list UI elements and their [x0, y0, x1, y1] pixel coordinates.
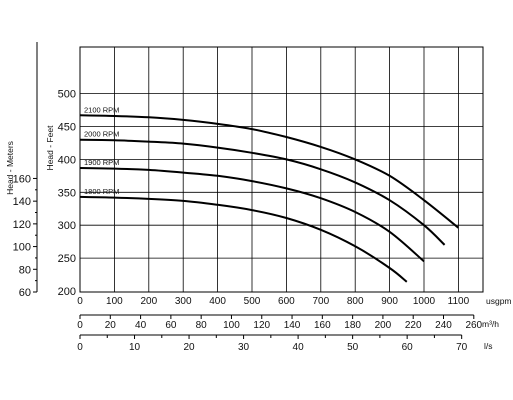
secondary-axis-tick-label: 20: [183, 342, 195, 353]
feet-tick-label: 500: [58, 89, 76, 101]
series-label: 2000 RPM: [84, 130, 119, 139]
meters-tick-label: 140: [13, 196, 31, 208]
x-tick-label: 1000: [413, 296, 436, 307]
x-tick-label: 400: [209, 296, 226, 307]
secondary-axis-tick-label: 160: [314, 320, 331, 331]
secondary-axis-tick-label: 0: [77, 320, 83, 331]
grid: [80, 47, 483, 292]
x-tick-label: 600: [278, 296, 295, 307]
x-tick-label: 700: [312, 296, 329, 307]
meters-tick-label: 160: [13, 173, 31, 185]
secondary-axis-tick-label: 180: [344, 320, 361, 331]
series-line: [79, 138, 446, 246]
x-tick-label: 800: [347, 296, 364, 307]
secondary-axis-tick-label: 220: [405, 320, 422, 331]
secondary-axis-tick-label: 140: [284, 320, 301, 331]
feet-tick-label: 300: [58, 220, 76, 232]
x-axis-unit: usgpm: [486, 296, 512, 306]
secondary-axis-tick-label: 60: [402, 342, 414, 353]
secondary-axis-tick-label: 40: [293, 342, 305, 353]
x-tick-label: 100: [106, 296, 123, 307]
secondary-axis-tick-label: 50: [347, 342, 359, 353]
x-tick-label: 500: [244, 296, 261, 307]
secondary-axis-tick-label: 80: [196, 320, 208, 331]
feet-axis-title: Head - Feet: [45, 125, 55, 171]
series-label: 1900 RPM: [84, 158, 119, 167]
feet-tick-label: 200: [58, 286, 76, 298]
x-tick-label: 1100: [448, 296, 470, 307]
meters-tick-label: 80: [19, 264, 31, 276]
secondary-axis-tick-label: 240: [435, 320, 452, 331]
secondary-axis-tick-label: 260: [465, 320, 482, 331]
feet-tick-label: 400: [58, 154, 76, 166]
series-line: [79, 167, 425, 263]
secondary-axis-tick-label: 20: [105, 320, 117, 331]
x-tick-label: 0: [77, 296, 83, 307]
secondary-axis-tick-label: 30: [238, 342, 250, 353]
meters-tick-label: 60: [19, 287, 31, 299]
secondary-axis-tick-label: 120: [253, 320, 270, 331]
series-line: [79, 195, 408, 283]
x-tick-label: 300: [175, 296, 192, 307]
meters-tick-label: 100: [13, 242, 31, 254]
curves: 2100 RPM 2000 RPM 1900 RPM 1800 RPM: [79, 105, 460, 283]
secondary-axis-unit: m³/h: [482, 319, 499, 329]
secondary-axis-tick-label: 40: [135, 320, 147, 331]
series-label: 1800 RPM: [84, 187, 119, 196]
meters-tick-label: 120: [13, 219, 31, 231]
feet-tick-label: 250: [58, 253, 76, 265]
plot-frame: [79, 46, 484, 293]
secondary-axis-tick-label: 10: [129, 342, 141, 353]
secondary-axis-tick-label: 70: [456, 342, 468, 353]
x-tick-label: 200: [140, 296, 157, 307]
secondary-axis-tick-label: 100: [223, 320, 240, 331]
feet-axis: 200 250 300 350 400 450 500: [58, 89, 76, 298]
feet-tick-label: 350: [58, 187, 76, 199]
secondary-axis-unit: l/s: [484, 341, 493, 351]
secondary-axis-tick-label: 60: [165, 320, 177, 331]
meters-axis-title: Head - Meters: [5, 141, 15, 195]
secondary-axis-tick-label: 200: [375, 320, 392, 331]
feet-tick-label: 450: [58, 122, 76, 134]
x-axes: 0 100 200 300 400 500 600 700 800 900 1000 1100 usgp…: [77, 296, 511, 353]
x-tick-label: 900: [381, 296, 398, 307]
series-line: [79, 114, 460, 229]
series-label: 2100 RPM: [84, 105, 119, 114]
secondary-axis-tick-label: 0: [77, 342, 83, 353]
meters-axis: 60 80 100 120 140 160: [13, 42, 38, 299]
